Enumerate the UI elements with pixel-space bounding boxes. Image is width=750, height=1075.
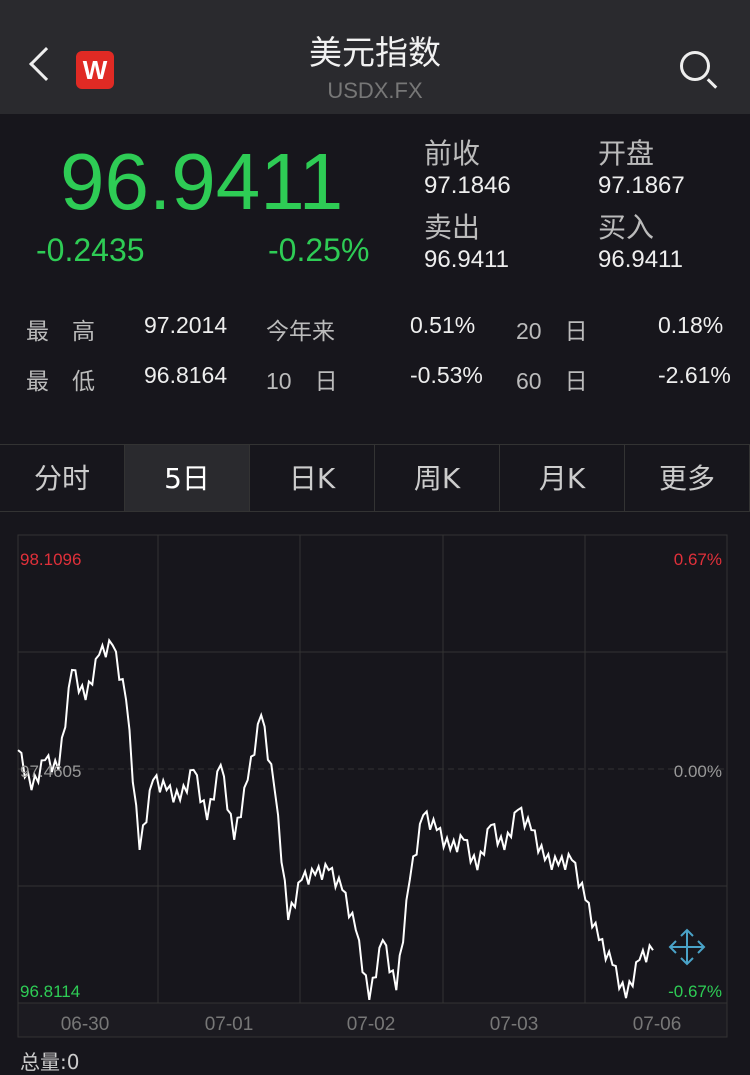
stat-v2: 0.51%: [410, 312, 476, 338]
expand-icon[interactable]: [668, 928, 706, 966]
x-tick-label: 07-03: [490, 1014, 539, 1035]
stat-v2: -0.53%: [410, 362, 483, 388]
search-icon[interactable]: [680, 51, 710, 81]
prev-close-label: 前收: [424, 137, 481, 170]
stat-l2: 10 日: [266, 368, 338, 394]
stat-value: 97.2014: [144, 312, 228, 338]
tab-2[interactable]: 日K: [250, 445, 375, 511]
x-tick-label: 07-01: [205, 1014, 254, 1035]
tab-3[interactable]: 周K: [375, 445, 500, 511]
stat-label: 最 高: [26, 318, 95, 344]
x-axis-band: [17, 1002, 728, 1038]
tab-1[interactable]: 5日: [125, 445, 250, 511]
x-tick-label: 07-06: [633, 1014, 682, 1035]
app-logo: W: [76, 51, 114, 89]
page-title: 美元指数: [309, 33, 441, 72]
stat-l3: 60 日: [516, 368, 588, 394]
nav-bar: W 美元指数 USDX.FX: [0, 0, 750, 114]
stat-v3: -2.61%: [658, 362, 731, 388]
tab-5[interactable]: 更多: [625, 445, 750, 511]
price-chart: 06-30 07-01 07-02 07-03 07-06 98.1096 97.4605 9…: [17, 534, 728, 1038]
sell-label: 卖出: [424, 211, 481, 244]
tab-4[interactable]: 月K: [500, 445, 625, 511]
sell: 96.9411: [424, 246, 509, 273]
stat-label: 最 低: [26, 368, 95, 394]
stat-v3: 0.18%: [658, 312, 724, 338]
y-label-mid: 97.4605: [20, 762, 81, 781]
quote-panel: 96.9411 -0.2435 -0.25% 前收 97.1846 开盘 97.…: [0, 114, 750, 444]
y-label-bottom: 96.8114: [20, 982, 80, 1001]
x-tick-label: 06-30: [61, 1014, 110, 1035]
volume-label: 总量:0: [20, 1050, 80, 1074]
stat-l2: 今年来: [266, 318, 335, 344]
last-price: 96.9411: [60, 137, 344, 226]
prev-close: 97.1846: [424, 172, 511, 199]
stat-l3: 20 日: [516, 318, 588, 344]
stat-value: 96.8164: [144, 362, 228, 388]
pct-label-bottom: -0.67%: [668, 982, 722, 1001]
y-label-top: 98.1096: [20, 550, 81, 569]
change: -0.2435: [36, 232, 145, 268]
open-label: 开盘: [598, 137, 655, 170]
pct-label-top: 0.67%: [674, 550, 722, 569]
period-tabs: 分时 5日 日K 周K 月K 更多: [0, 444, 750, 512]
tab-0[interactable]: 分时: [0, 445, 125, 511]
open: 97.1867: [598, 172, 685, 199]
change-pct: -0.25%: [268, 232, 370, 268]
buy: 96.9411: [598, 246, 683, 273]
x-tick-label: 07-02: [347, 1014, 396, 1035]
buy-label: 买入: [598, 211, 655, 244]
pct-label-mid: 0.00%: [674, 762, 722, 781]
symbol: USDX.FX: [327, 78, 423, 103]
price-line: [17, 637, 654, 1001]
